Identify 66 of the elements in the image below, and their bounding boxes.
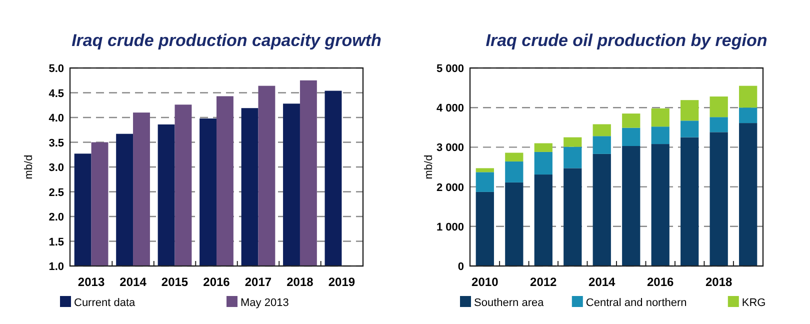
x-tick-label: 2018 xyxy=(286,275,314,289)
bar xyxy=(564,168,582,266)
x-tick-label: 2013 xyxy=(78,275,105,289)
bar xyxy=(710,96,728,118)
y-tick-label: 5 000 xyxy=(436,63,464,75)
bar xyxy=(592,124,611,136)
x-tick-label: 2014 xyxy=(588,275,616,289)
x-tick-label: 2019 xyxy=(328,275,356,289)
bar xyxy=(622,114,640,128)
bar xyxy=(476,168,494,172)
bar xyxy=(710,132,728,266)
y-tick-label: 2.5 xyxy=(48,186,64,199)
y-tick-label: 1 000 xyxy=(436,221,464,234)
x-tick-label: 2016 xyxy=(203,275,230,289)
bar xyxy=(505,182,524,266)
bar xyxy=(622,146,640,266)
bar xyxy=(505,152,524,162)
bar xyxy=(739,123,758,266)
bar xyxy=(710,117,728,132)
y-tick-label: 1.5 xyxy=(48,236,64,248)
legend-label: KRG xyxy=(742,297,766,309)
x-tick-label: 2012 xyxy=(530,275,558,289)
y-tick-label: 4.0 xyxy=(48,112,64,124)
chart-title: Iraq crude production capacity growth xyxy=(72,31,382,50)
bar xyxy=(680,100,699,121)
x-tick-label: 2017 xyxy=(244,275,272,289)
chart-title: Iraq crude oil production by region xyxy=(486,31,768,50)
legend-label: Central and northern xyxy=(586,297,687,309)
y-tick-label: 3.5 xyxy=(48,137,64,150)
y-tick-label: 2.0 xyxy=(48,212,64,224)
y-tick-label: 3.0 xyxy=(48,162,64,174)
bar xyxy=(476,172,494,192)
bar xyxy=(680,137,699,266)
bar xyxy=(739,108,758,124)
x-tick-label: 2014 xyxy=(120,275,147,289)
bar xyxy=(505,161,524,182)
legend-label: Current data xyxy=(74,297,136,309)
y-tick-label: 0 xyxy=(458,261,464,273)
x-tick-label: 2016 xyxy=(647,275,674,289)
bar xyxy=(739,86,758,108)
bar xyxy=(564,146,582,168)
bar xyxy=(651,108,670,127)
bar xyxy=(651,126,670,144)
x-tick-label: 2010 xyxy=(472,275,499,289)
y-tick-label: 4 000 xyxy=(436,102,464,115)
bar xyxy=(651,144,670,266)
y-tick-label: 3 000 xyxy=(436,142,464,154)
x-tick-label: 2018 xyxy=(705,275,733,289)
bar xyxy=(476,192,494,266)
y-axis-title: mb/d xyxy=(423,154,435,180)
legend-label: May 2013 xyxy=(240,297,289,309)
bar xyxy=(680,120,699,138)
x-tick-label: 2015 xyxy=(161,275,188,289)
bar xyxy=(534,174,552,266)
y-tick-label: 4.5 xyxy=(48,88,64,100)
y-tick-label: 5.0 xyxy=(48,63,64,75)
bar xyxy=(622,128,640,146)
bar xyxy=(564,137,582,147)
bar xyxy=(534,152,552,175)
bar xyxy=(592,154,611,266)
legend-label: Southern area xyxy=(474,297,545,309)
y-tick-label: 2 000 xyxy=(436,182,464,194)
y-axis-title: mb/d xyxy=(23,154,35,180)
bar xyxy=(534,143,552,152)
bar xyxy=(592,136,611,154)
y-tick-label: 1.0 xyxy=(48,261,64,273)
